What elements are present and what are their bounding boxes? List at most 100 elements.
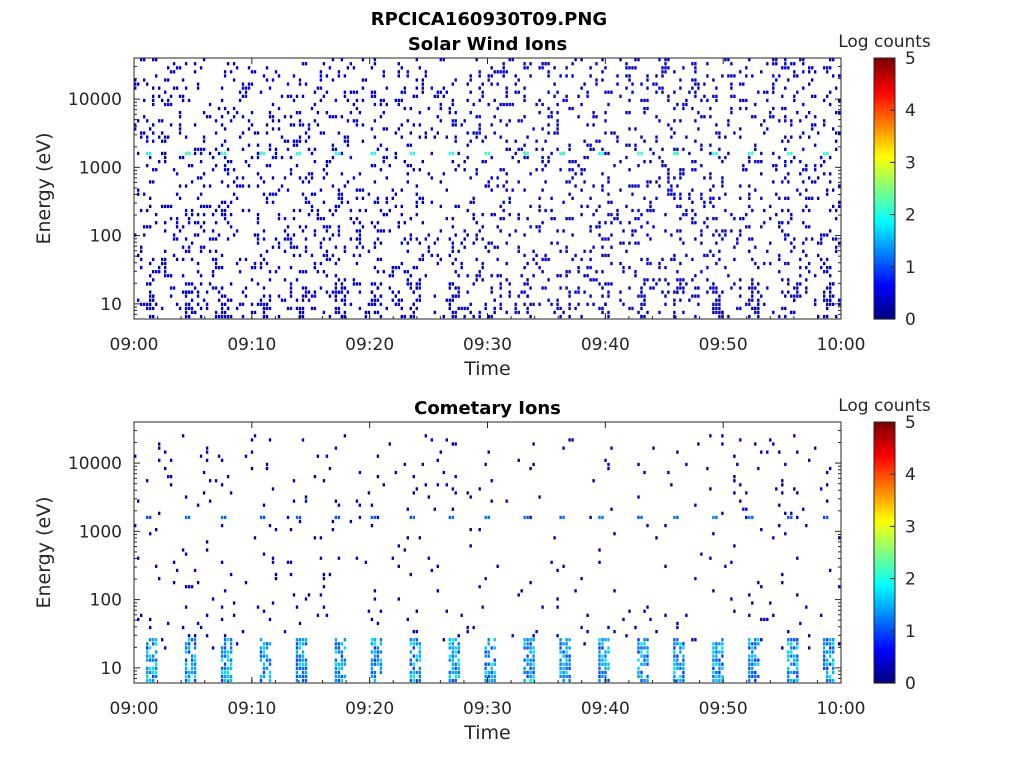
heatmap-cell (823, 290, 826, 294)
heatmap-cell (220, 670, 224, 675)
heatmap-cell (451, 245, 454, 249)
heatmap-cell (628, 74, 631, 78)
heatmap-cell (214, 249, 218, 253)
heatmap-cell (832, 650, 835, 654)
heatmap-cell (193, 666, 197, 670)
heatmap-cell (745, 74, 748, 78)
colorbar-step (874, 180, 895, 184)
heatmap-cell (472, 625, 475, 630)
heatmap-cell (268, 147, 272, 151)
heatmap-cell (229, 650, 233, 654)
heatmap-cell (568, 438, 571, 442)
heatmap-cell (784, 233, 787, 237)
colorbar-step (874, 508, 895, 512)
heatmap-cell (769, 217, 772, 221)
heatmap-cell (796, 654, 799, 658)
heatmap-cell (535, 225, 538, 229)
heatmap-cell (535, 102, 538, 107)
heatmap-cell (835, 237, 838, 241)
colorbar-tick-label: 2 (905, 570, 916, 590)
heatmap-cell (667, 94, 670, 98)
heatmap-cell (164, 78, 167, 82)
heatmap-cell (799, 119, 802, 123)
heatmap-cell (523, 290, 526, 294)
colorbar-step (874, 81, 895, 85)
heatmap-cell (478, 487, 481, 491)
heatmap-cell (787, 208, 790, 213)
heatmap-cell (721, 662, 724, 666)
heatmap-cell (152, 58, 155, 62)
heatmap-cell (646, 310, 649, 315)
heatmap-cell (457, 306, 460, 311)
heatmap-cell (265, 249, 269, 253)
heatmap-cell (406, 143, 409, 147)
heatmap-cell (304, 196, 308, 200)
heatmap-cell (373, 164, 377, 168)
heatmap-cell (451, 515, 454, 520)
heatmap-cell (748, 638, 751, 642)
heatmap-cell (331, 155, 335, 160)
heatmap-cell (796, 646, 799, 650)
heatmap-cell (766, 90, 769, 94)
heatmap-cell (304, 674, 308, 679)
heatmap-cell (373, 662, 377, 666)
heatmap-cell (664, 70, 667, 74)
heatmap-cell (658, 261, 661, 266)
heatmap-cell (751, 515, 754, 520)
heatmap-cell (649, 286, 652, 290)
heatmap-cell (181, 625, 185, 630)
heatmap-cell (814, 302, 817, 306)
heatmap-cell (694, 70, 697, 74)
heatmap-cell (541, 66, 544, 70)
heatmap-cell (190, 658, 194, 662)
colorbar-step (874, 479, 895, 483)
heatmap-cell (814, 274, 817, 278)
colorbar-step (874, 568, 895, 572)
heatmap-cell (499, 274, 502, 278)
heatmap-cell (277, 127, 281, 131)
heatmap-cell (167, 274, 170, 278)
heatmap-cell (301, 674, 305, 679)
colorbar-step (874, 458, 895, 462)
heatmap-cell (205, 548, 209, 552)
heatmap-cell (298, 662, 302, 666)
heatmap-cell (592, 479, 595, 483)
heatmap-cell (152, 278, 155, 282)
heatmap-cell (601, 253, 604, 258)
heatmap-cell (661, 164, 664, 168)
heatmap-cell (409, 572, 412, 577)
colorbar-step (874, 118, 895, 122)
heatmap-cell (436, 131, 439, 135)
heatmap-cell (529, 286, 532, 290)
heatmap-cell (394, 131, 397, 135)
heatmap-cell (658, 266, 661, 270)
heatmap-cell (280, 94, 284, 98)
heatmap-cell (361, 123, 365, 127)
heatmap-cell (718, 650, 721, 654)
heatmap-cell (178, 184, 182, 188)
heatmap-cell (832, 282, 835, 286)
heatmap-cell (439, 180, 442, 184)
heatmap-cell (211, 213, 215, 217)
heatmap-cell (137, 188, 140, 192)
heatmap-cell (337, 192, 341, 196)
heatmap-cell (310, 172, 314, 176)
heatmap-cell (277, 266, 281, 270)
colorbar-step (874, 476, 895, 481)
heatmap-cell (226, 184, 230, 188)
heatmap-cell (823, 298, 826, 302)
heatmap-cell (676, 662, 679, 666)
heatmap-cell (796, 662, 799, 666)
heatmap-cell (394, 204, 397, 209)
heatmap-cell (265, 78, 269, 82)
colorbar-step (874, 227, 895, 231)
heatmap-cell (355, 556, 359, 560)
heatmap-cell (178, 131, 182, 135)
heatmap-cell (346, 139, 350, 143)
heatmap-cell (313, 233, 317, 237)
heatmap-cell (559, 642, 562, 646)
heatmap-cell (457, 151, 460, 156)
heatmap-cell (199, 66, 203, 70)
heatmap-cell (592, 184, 595, 188)
heatmap-cell (532, 662, 535, 666)
